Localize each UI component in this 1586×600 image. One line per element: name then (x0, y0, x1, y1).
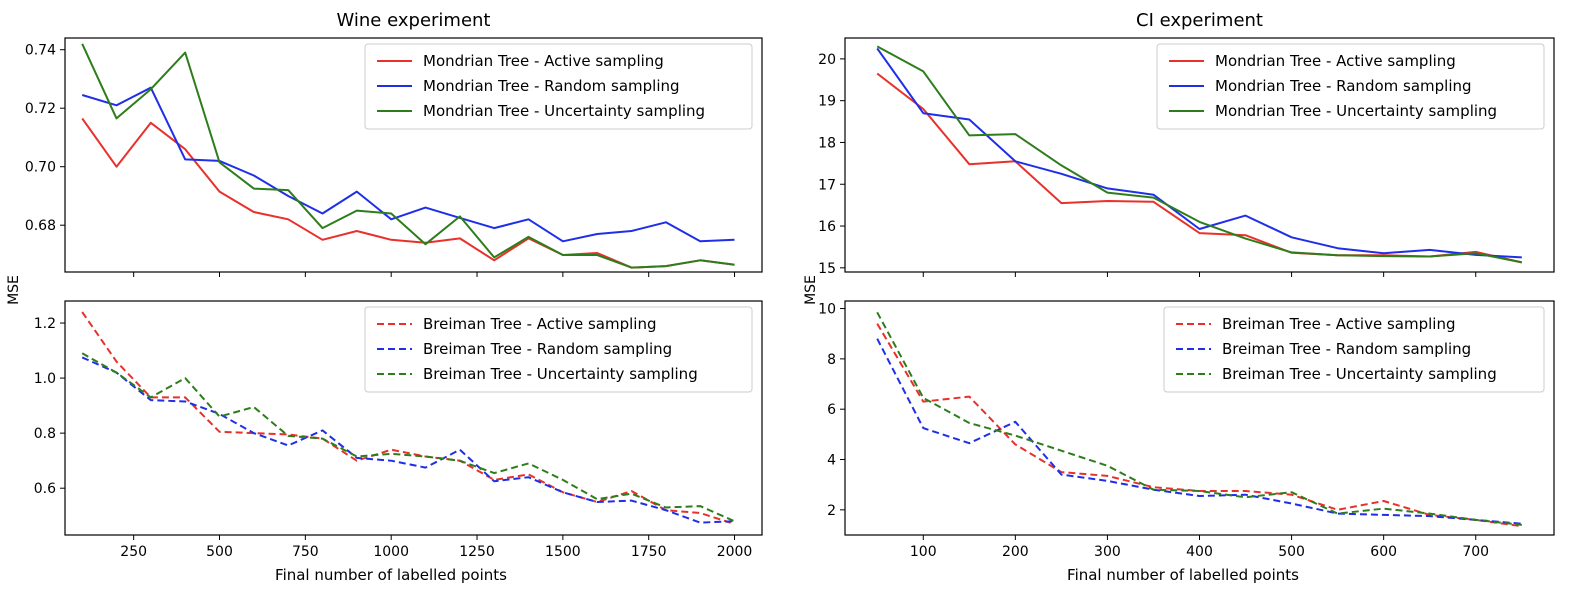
legend-label: Mondrian Tree - Uncertainty sampling (423, 102, 705, 120)
x-tick-label: 300 (1094, 544, 1121, 560)
series-line-random (876, 338, 1522, 525)
y-tick-label: 0.68 (25, 218, 56, 234)
y-tick-label: 19 (818, 94, 836, 110)
x-tick-label: 1250 (459, 544, 495, 560)
y-tick-label: 0.74 (25, 43, 56, 59)
x-axis-label-right: Final number of labelled points (1067, 566, 1299, 584)
chart-title: CI experiment (1136, 10, 1263, 31)
panel-wine-bottom: 0.6 0.8 1.0 1.2 250 500 750 1000 1250 1500 1750 200… (34, 300, 763, 560)
series-line-active (81, 117, 735, 269)
legend: Mondrian Tree - Active sampling Mondrian … (1156, 43, 1545, 130)
y-tick-label: 4 (827, 453, 836, 469)
legend-label: Mondrian Tree - Active sampling (423, 52, 664, 70)
x-tick-label: 600 (1370, 544, 1397, 560)
panel-ci-top: 15 16 17 18 19 20 CI experiment Mondrian Tree -… (818, 10, 1555, 277)
legend-label: Breiman Tree - Uncertainty sampling (423, 365, 698, 383)
legend: Breiman Tree - Active sampling Breiman Tr… (1163, 306, 1545, 393)
x-tick-label: 750 (292, 544, 319, 560)
series-line-active (81, 311, 735, 525)
x-tick-label: 1000 (373, 544, 409, 560)
legend-label: Breiman Tree - Uncertainty sampling (1222, 365, 1497, 383)
y-axis-label-right: MSE (803, 275, 819, 305)
y-tick-label: 1.2 (34, 316, 56, 332)
legend-box (364, 43, 753, 130)
y-tick-label: 20 (818, 52, 836, 68)
x-axis-label-left: Final number of labelled points (275, 566, 507, 584)
y-tick-label: 6 (827, 402, 836, 418)
x-tick-label: 500 (206, 544, 233, 560)
y-tick-label: 8 (827, 352, 836, 368)
legend: Mondrian Tree - Active sampling Mondrian … (364, 43, 753, 130)
x-tick-label: 400 (1186, 544, 1213, 560)
y-tick-label: 0.70 (25, 160, 56, 176)
y-tick-label: 17 (818, 177, 836, 193)
x-tick-label: 250 (120, 544, 147, 560)
y-axis-label-left: MSE (6, 275, 22, 305)
x-tick-label: 500 (1278, 544, 1305, 560)
series-line-uncertainty (81, 43, 735, 269)
legend-label: Mondrian Tree - Random sampling (423, 77, 680, 95)
y-tick-label: 1.0 (34, 371, 56, 387)
legend-label: Mondrian Tree - Uncertainty sampling (1215, 102, 1497, 120)
series-line-uncertainty (876, 45, 1522, 264)
legend-label: Breiman Tree - Random sampling (423, 340, 672, 358)
y-tick-label: 15 (818, 261, 836, 277)
x-tick-label: 100 (910, 544, 937, 560)
y-tick-label: 10 (818, 302, 836, 318)
x-tick-label: 2000 (717, 544, 753, 560)
x-tick-label: 200 (1002, 544, 1029, 560)
legend-box (1163, 306, 1545, 393)
legend-label: Breiman Tree - Active sampling (1222, 315, 1455, 333)
y-tick-label: 0.72 (25, 101, 56, 117)
y-tick-label: 0.8 (34, 426, 56, 442)
y-tick-label: 18 (818, 135, 836, 151)
series-line-uncertainty (876, 311, 1522, 526)
y-tick-label: 2 (827, 503, 836, 519)
panel-ci-bottom: 2 4 6 8 10 100 200 300 400 500 600 700 Breiman Tree … (818, 300, 1555, 560)
series-line-active (876, 323, 1522, 528)
y-tick-label: 0.6 (34, 481, 56, 497)
x-tick-label: 1750 (631, 544, 667, 560)
x-tick-label: 700 (1462, 544, 1489, 560)
series-line-random (81, 86, 735, 243)
series-line-uncertainty (81, 352, 735, 523)
legend-box (364, 306, 753, 393)
chart-title: Wine experiment (337, 10, 491, 31)
axes-frame (844, 37, 1555, 273)
legend: Breiman Tree - Active sampling Breiman Tr… (364, 306, 753, 393)
x-tick-label: 1500 (545, 544, 581, 560)
series-line-random (81, 356, 735, 524)
y-tick-label: 16 (818, 219, 836, 235)
legend-box (1156, 43, 1545, 130)
series-line-random (876, 47, 1522, 259)
axes-frame (64, 37, 763, 273)
legend-label: Mondrian Tree - Random sampling (1215, 77, 1472, 95)
axes-frame (844, 300, 1555, 536)
legend-label: Breiman Tree - Random sampling (1222, 340, 1471, 358)
axes-frame (64, 300, 763, 536)
legend-label: Mondrian Tree - Active sampling (1215, 52, 1456, 70)
legend-label: Breiman Tree - Active sampling (423, 315, 656, 333)
panel-wine-top: 0.68 0.70 0.72 0.74 Wine experiment Mondrian … (25, 10, 763, 277)
